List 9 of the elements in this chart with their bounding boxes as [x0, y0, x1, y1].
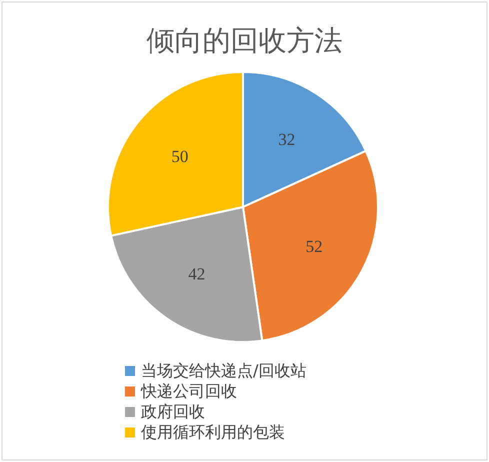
- data-label: 32: [278, 130, 296, 149]
- legend-label: 当场交给快递点/回收站: [141, 361, 306, 380]
- chart-title: 倾向的回收方法: [146, 24, 342, 57]
- legend-label: 使用循环利用的包装: [141, 422, 285, 442]
- data-label: 50: [171, 147, 188, 166]
- legend-label: 政府回收: [141, 402, 205, 421]
- legend-label: 快递公司回收: [140, 382, 237, 400]
- data-label: 52: [306, 236, 323, 256]
- data-label: 42: [188, 264, 206, 284]
